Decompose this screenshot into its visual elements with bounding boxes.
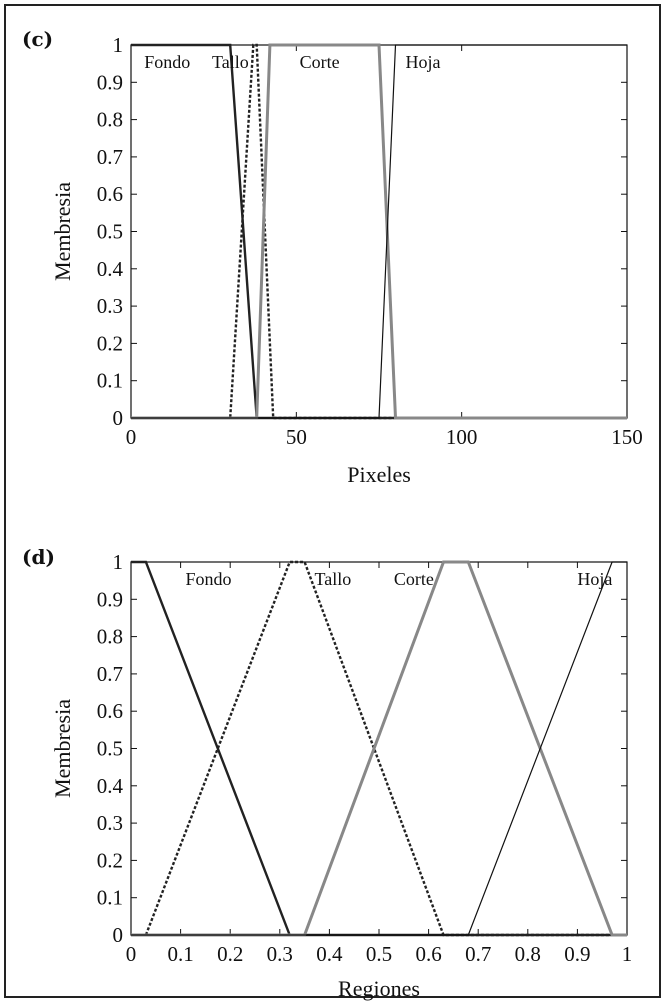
y-tick-label: 0 xyxy=(113,406,124,430)
y-axis-label: Membresia xyxy=(50,182,75,281)
series-line-tallo xyxy=(131,43,627,420)
series-line-hoja xyxy=(131,44,627,419)
x-tick-label: 0.1 xyxy=(167,942,193,966)
x-tick-label: 0.3 xyxy=(267,942,293,966)
x-tick-label: 0 xyxy=(126,942,137,966)
plot-area-box xyxy=(130,44,628,419)
figure-frame xyxy=(4,4,661,998)
series-annotation: Corte xyxy=(300,52,340,72)
y-tick-label: 0.5 xyxy=(97,737,123,761)
x-tick-label: 1 xyxy=(622,942,633,966)
series-line-fondo xyxy=(131,43,627,420)
y-tick-label: 0.2 xyxy=(97,848,123,872)
series-annotation: Hoja xyxy=(577,569,612,589)
chart-panel-1: 0 0.1 0.2 0.3 0.4 0.5 0.6 0.7 0.8 0.9 1 0 0.1 0.2 0.3 0… xyxy=(22,545,632,1001)
y-tick-label: 0.9 xyxy=(97,587,123,611)
series-annotation: Tallo xyxy=(212,52,249,72)
y-tick-label: 1 xyxy=(113,550,124,574)
x-tick-label: 0.5 xyxy=(366,942,392,966)
x-tick-label: 0.2 xyxy=(217,942,243,966)
series-line-tallo xyxy=(131,560,627,937)
y-tick-label: 0.7 xyxy=(97,145,123,169)
x-tick-label: 0 xyxy=(126,425,137,449)
y-tick-label: 1 xyxy=(113,33,124,57)
y-axis-label: Membresia xyxy=(50,699,75,798)
y-tick-label: 0.3 xyxy=(97,294,123,318)
y-tick-label: 0.6 xyxy=(97,699,123,723)
panel-label: (d) xyxy=(22,545,55,569)
y-tick-label: 0.1 xyxy=(97,369,123,393)
x-tick-label: 100 xyxy=(446,425,478,449)
y-tick-label: 0.6 xyxy=(97,182,123,206)
x-axis-label: Regiones xyxy=(338,976,420,1001)
series-line-corte xyxy=(131,43,627,420)
series-line-corte xyxy=(131,560,627,937)
y-tick-label: 0.7 xyxy=(97,662,123,686)
series-line-hoja xyxy=(131,561,627,936)
y-tick-label: 0.8 xyxy=(97,108,123,132)
y-tick-label: 0.3 xyxy=(97,811,123,835)
y-tick-label: 0.9 xyxy=(97,70,123,94)
series-line-fondo xyxy=(131,560,627,937)
x-tick-label: 0.9 xyxy=(564,942,590,966)
x-tick-label: 0.4 xyxy=(316,942,343,966)
y-tick-label: 0.4 xyxy=(97,774,124,798)
x-tick-label: 0.7 xyxy=(465,942,491,966)
x-tick-label: 0.8 xyxy=(515,942,541,966)
y-tick-label: 0.2 xyxy=(97,331,123,355)
y-tick-label: 0.1 xyxy=(97,886,123,910)
x-tick-label: 150 xyxy=(611,425,643,449)
y-tick-label: 0.8 xyxy=(97,625,123,649)
x-tick-label: 50 xyxy=(286,425,307,449)
series-annotation: Fondo xyxy=(144,52,190,72)
x-axis-label: Pixeles xyxy=(347,462,411,487)
chart-panel-0: 0 0.1 0.2 0.3 0.4 0.5 0.6 0.7 0.8 0.9 1 0 50 100 150 Fo… xyxy=(22,27,643,487)
y-tick-label: 0 xyxy=(113,923,124,947)
series-annotation: Hoja xyxy=(405,52,440,72)
series-annotation: Tallo xyxy=(315,569,352,589)
panel-label: (c) xyxy=(22,27,53,51)
x-tick-label: 0.6 xyxy=(415,942,441,966)
plot-area-box xyxy=(130,561,628,936)
y-tick-label: 0.4 xyxy=(97,257,124,281)
y-tick-label: 0.5 xyxy=(97,220,123,244)
series-annotation: Fondo xyxy=(186,569,232,589)
series-annotation: Corte xyxy=(394,569,434,589)
